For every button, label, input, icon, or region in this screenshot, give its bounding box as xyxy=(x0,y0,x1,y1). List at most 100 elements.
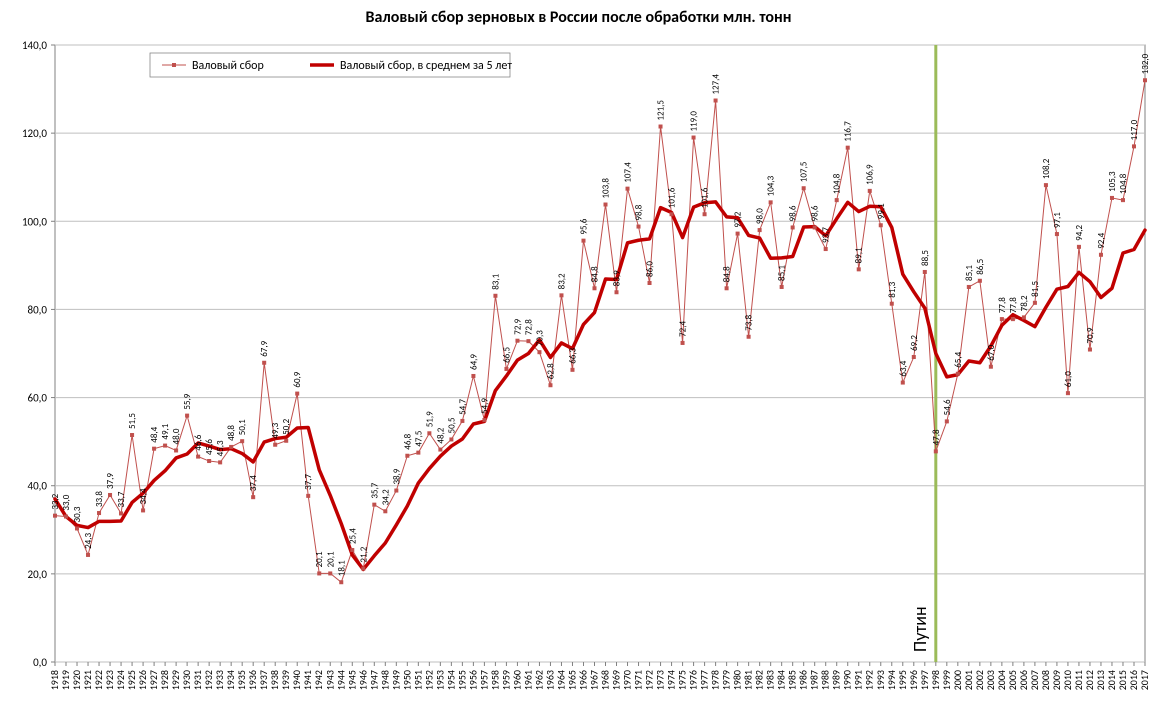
chart-container: Валовый сбор зерновых в России после обр… xyxy=(0,0,1157,712)
data-label: 127,4 xyxy=(711,74,722,95)
series-raw-marker xyxy=(890,302,894,306)
series-raw-marker xyxy=(196,455,200,459)
series-raw-marker xyxy=(262,361,266,365)
data-label: 54,6 xyxy=(942,399,953,415)
data-label: 64,9 xyxy=(468,354,479,370)
series-raw-marker xyxy=(846,146,850,150)
series-raw-marker xyxy=(747,335,751,339)
series-raw-marker xyxy=(824,247,828,251)
data-label: 67,9 xyxy=(259,340,270,356)
data-label: 84,8 xyxy=(589,266,600,282)
series-raw-marker xyxy=(648,281,652,285)
data-label: 84,8 xyxy=(722,266,733,282)
putin-label: Путин xyxy=(909,606,931,652)
chart-svg: Валовый сбор зерновых в России после обр… xyxy=(0,0,1157,712)
data-label: 60,9 xyxy=(292,371,303,387)
data-label: 20,1 xyxy=(325,551,336,567)
series-raw-marker xyxy=(185,414,189,418)
series-raw-marker xyxy=(714,99,718,103)
series-raw-marker xyxy=(1099,253,1103,257)
data-label: 98,6 xyxy=(788,205,799,221)
series-raw-marker xyxy=(218,461,222,465)
series-raw-marker xyxy=(295,392,299,396)
series-raw-marker xyxy=(615,290,619,294)
data-label: 77,8 xyxy=(1008,297,1019,313)
series-raw-marker xyxy=(780,285,784,289)
data-label: 34,2 xyxy=(380,489,391,505)
series-raw-marker xyxy=(1033,301,1037,305)
data-label: 61,0 xyxy=(1063,371,1074,387)
data-label: 18,1 xyxy=(336,560,347,576)
data-label: 63,4 xyxy=(898,360,909,376)
data-label: 24,3 xyxy=(83,533,94,549)
series-raw-marker xyxy=(901,381,905,385)
data-label: 81,5 xyxy=(1030,280,1041,296)
data-label: 119,0 xyxy=(689,111,700,132)
series-raw-marker xyxy=(1022,316,1026,320)
y-tick-label: 60,0 xyxy=(28,392,48,405)
data-label: 37,9 xyxy=(105,473,116,489)
y-tick-label: 140,0 xyxy=(22,39,47,52)
series-raw-marker xyxy=(428,432,432,436)
series-raw-marker xyxy=(494,294,498,298)
series-raw-marker xyxy=(813,226,817,230)
data-label: 104,3 xyxy=(766,175,777,196)
series-raw-marker xyxy=(560,294,564,298)
legend-label-2: Валовый сбор, в среднем за 5 лет xyxy=(340,59,512,73)
data-label: 78,2 xyxy=(1019,295,1030,311)
data-label: 33,7 xyxy=(116,491,127,507)
data-label: 72,8 xyxy=(523,319,534,335)
data-label: 54,7 xyxy=(457,399,468,415)
data-label: 73,8 xyxy=(744,314,755,330)
data-label: 37,4 xyxy=(248,475,259,491)
series-raw-marker xyxy=(417,451,421,455)
series-raw-marker xyxy=(384,510,388,514)
data-label: 51,9 xyxy=(424,411,435,427)
data-label: 47,5 xyxy=(413,430,424,446)
data-label: 108,2 xyxy=(1041,158,1052,179)
data-label: 132,0 xyxy=(1140,53,1151,74)
y-tick-label: 0,0 xyxy=(33,656,47,669)
series-raw-marker xyxy=(626,187,630,191)
data-label: 66,5 xyxy=(501,347,512,363)
series-raw-marker xyxy=(461,419,465,423)
x-tick-label: 2017 xyxy=(1138,670,1151,690)
series-raw-marker xyxy=(769,201,773,205)
y-tick-label: 40,0 xyxy=(28,480,48,493)
data-label: 20,1 xyxy=(314,551,325,567)
series-raw-marker xyxy=(516,339,520,343)
data-label: 50,5 xyxy=(446,417,457,433)
chart-title: Валовый сбор зерновых в России после обр… xyxy=(366,8,792,27)
data-label: 48,2 xyxy=(435,427,446,443)
data-label: 86,5 xyxy=(975,258,986,274)
series-raw-marker xyxy=(802,186,806,190)
data-label: 116,7 xyxy=(843,121,854,142)
series-raw-marker xyxy=(472,374,476,378)
data-label: 25,4 xyxy=(347,528,358,544)
series-raw-marker xyxy=(593,287,597,291)
series-raw-marker xyxy=(835,198,839,202)
series-raw-marker xyxy=(505,367,509,371)
series-raw-marker xyxy=(945,420,949,424)
series-raw-marker xyxy=(240,439,244,443)
data-label: 101,6 xyxy=(700,187,711,208)
series-raw-marker xyxy=(967,285,971,289)
series-raw-marker xyxy=(284,439,288,443)
series-raw-marker xyxy=(152,447,156,451)
series-raw-marker xyxy=(174,449,178,453)
data-label: 88,5 xyxy=(920,250,931,266)
data-label: 85,1 xyxy=(777,265,788,281)
series-raw-marker xyxy=(406,454,410,458)
data-label: 94,2 xyxy=(1074,224,1085,240)
data-label: 105,3 xyxy=(1107,171,1118,192)
series-raw-marker xyxy=(1055,232,1059,236)
data-label: 121,5 xyxy=(656,100,667,121)
data-label: 98,0 xyxy=(755,208,766,224)
data-label: 45,6 xyxy=(204,439,215,455)
data-label: 66,3 xyxy=(567,347,578,363)
series-raw-marker xyxy=(1077,245,1081,249)
series-raw-marker xyxy=(681,341,685,345)
data-label: 49,1 xyxy=(160,423,171,439)
series-raw-marker xyxy=(163,444,167,448)
series-raw-marker xyxy=(1011,317,1015,321)
